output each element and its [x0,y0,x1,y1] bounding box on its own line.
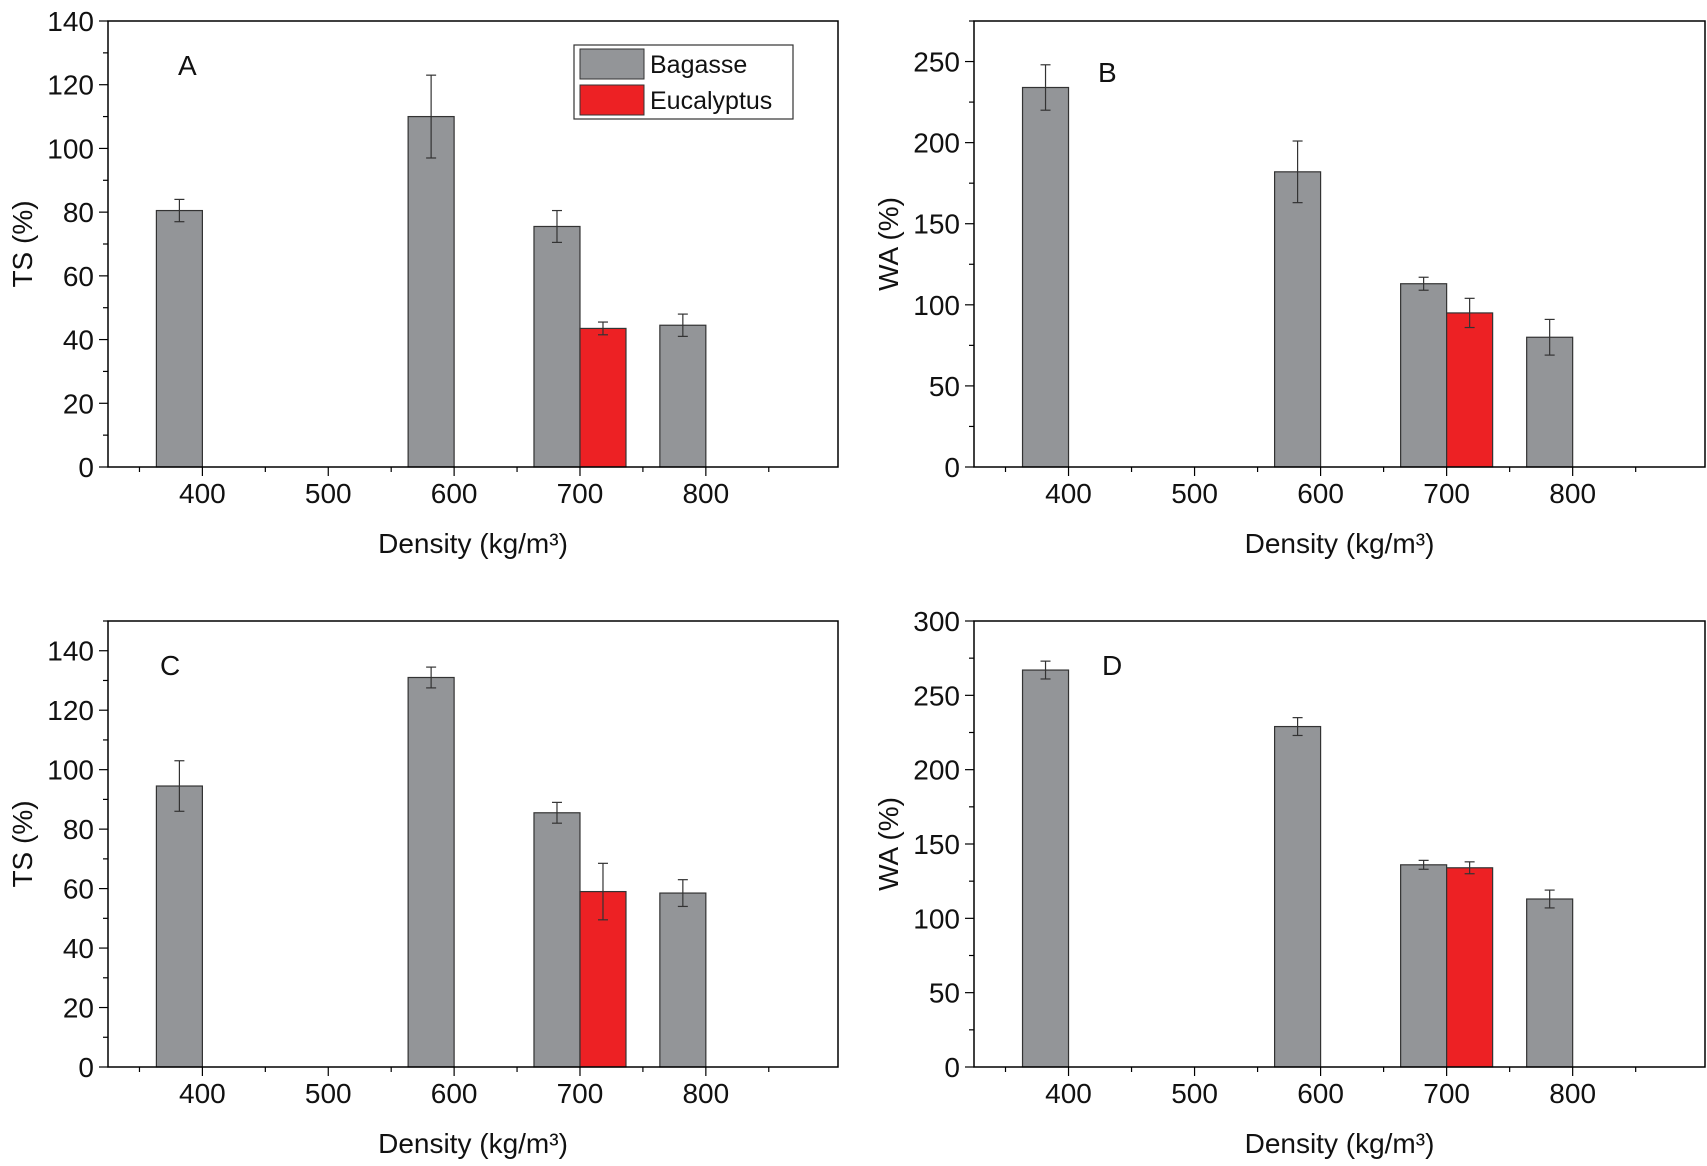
y-tick-label: 200 [913,755,960,786]
plot-frame [973,20,1706,468]
x-axis-title: Density (kg/m³) [378,528,568,559]
y-tick-label: 200 [913,128,960,159]
legend-label-eucalyptus: Eucalyptus [650,87,772,115]
x-tick-label: 700 [557,478,604,509]
bar-bagasse-600 [1273,725,1322,1068]
y-axis-title: TS (%) [7,200,38,287]
x-tick-label: 400 [1045,478,1092,509]
y-tick-label: 250 [913,680,960,711]
x-tick-label: 600 [431,1078,478,1109]
bar-bagasse-800 [1526,898,1574,1068]
bar-eucalyptus-700 [1446,867,1494,1068]
y-tick-label: 0 [78,1052,94,1083]
x-axis-title: Density (kg/m³) [1245,1128,1435,1159]
chart-panel-a: 0 20 40 60 80 100 120 140 400 500 600 700 800 Density… [7,6,839,559]
y-tick-label: 100 [913,903,960,934]
bar-eucalyptus-700 [579,327,627,468]
chart-panel-b: 0 50 100 150 200 250 400 500 600 700 800 Density (k… [873,20,1706,559]
y-tick-label: 50 [929,978,960,1009]
y-tick-label: 0 [944,1052,960,1083]
x-tick-label: 700 [1423,1078,1470,1109]
y-tick-label: 100 [47,755,94,786]
x-tick-label: 600 [431,478,478,509]
x-tick-label: 400 [179,478,226,509]
legend-label-bagasse: Bagasse [650,51,747,79]
bar-bagasse-400 [155,785,203,1068]
y-tick-label: 20 [63,993,94,1024]
y-axis-title: WA (%) [873,797,904,891]
x-tick-label: 400 [1045,1078,1092,1109]
x-tick-label: 800 [682,1078,729,1109]
legend-swatch-eucalyptus [579,84,645,116]
y-tick-label: 60 [63,261,94,292]
bar-eucalyptus-700 [1446,312,1494,468]
y-tick-label: 0 [944,452,960,483]
x-tick-label: 800 [1549,478,1596,509]
legend-swatch-bagasse [579,48,645,80]
x-tick-label: 400 [179,1078,226,1109]
x-tick-label: 500 [305,478,352,509]
bar-bagasse-700 [533,225,581,468]
y-tick-label: 40 [63,325,94,356]
panel-letter: B [1098,57,1117,88]
bar-bagasse-400 [1021,669,1070,1068]
y-tick-label: 150 [913,829,960,860]
bar-bagasse-700 [533,812,581,1068]
chart-panel-c: 0 20 40 60 80 100 120 140 400 500 600 700 800 Density… [7,620,839,1159]
x-axis-title: Density (kg/m³) [378,1128,568,1159]
y-tick-label: 140 [47,636,94,667]
y-tick-label: 120 [47,70,94,101]
bar-bagasse-400 [1021,86,1070,468]
y-tick-label: 140 [47,6,94,37]
chart-panel-d: 0 50 100 150 200 250 300 400 500 600 700 800 Density… [873,606,1706,1159]
x-tick-label: 700 [557,1078,604,1109]
x-tick-label: 500 [1171,478,1218,509]
y-tick-label: 120 [47,695,94,726]
y-axis-title: TS (%) [7,800,38,887]
y-tick-label: 50 [929,371,960,402]
bar-bagasse-700 [1400,283,1448,468]
legend: Bagasse Eucalyptus [573,44,794,120]
x-tick-label: 600 [1297,478,1344,509]
y-tick-label: 150 [913,209,960,240]
y-axis-title: WA (%) [873,197,904,291]
y-tick-label: 40 [63,933,94,964]
panel-letter: A [178,50,197,81]
y-tick-label: 300 [913,606,960,637]
bar-bagasse-800 [659,324,707,468]
bar-bagasse-600 [1273,171,1322,468]
bar-bagasse-600 [407,115,455,468]
x-tick-label: 800 [1549,1078,1596,1109]
x-tick-label: 500 [1171,1078,1218,1109]
y-tick-label: 0 [78,452,94,483]
x-tick-label: 600 [1297,1078,1344,1109]
x-tick-label: 800 [682,478,729,509]
panel-letter: C [160,650,180,681]
bar-bagasse-400 [155,209,203,468]
bar-bagasse-800 [659,892,707,1068]
y-tick-label: 100 [47,133,94,164]
panel-letter: D [1102,650,1122,681]
y-tick-label: 20 [63,388,94,419]
plot-frame [973,620,1706,1068]
x-tick-label: 500 [305,1078,352,1109]
x-axis-title: Density (kg/m³) [1245,528,1435,559]
y-tick-label: 80 [63,814,94,845]
y-tick-label: 60 [63,874,94,905]
x-tick-label: 700 [1423,478,1470,509]
y-tick-label: 250 [913,47,960,78]
bar-bagasse-700 [1400,864,1448,1068]
bar-bagasse-600 [407,676,455,1068]
plot-frame [107,620,839,1068]
y-tick-label: 80 [63,197,94,228]
bar-bagasse-800 [1526,336,1574,468]
y-tick-label: 100 [913,290,960,321]
